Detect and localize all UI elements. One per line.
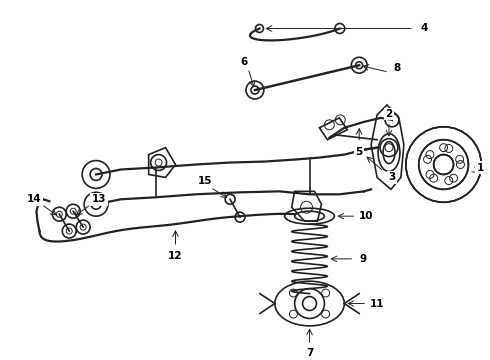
- Text: 8: 8: [393, 63, 400, 73]
- Text: 12: 12: [168, 251, 183, 261]
- Text: 2: 2: [385, 109, 392, 119]
- Text: 13: 13: [92, 194, 106, 204]
- Text: 3: 3: [389, 172, 395, 183]
- Text: 5: 5: [356, 147, 363, 157]
- Text: 10: 10: [359, 211, 373, 221]
- Text: 6: 6: [241, 57, 247, 67]
- Text: 9: 9: [360, 254, 367, 264]
- Text: 4: 4: [420, 23, 427, 33]
- Text: 14: 14: [27, 194, 42, 204]
- Text: 7: 7: [306, 348, 313, 358]
- Text: 1: 1: [477, 162, 484, 172]
- Text: 11: 11: [370, 298, 384, 309]
- Text: 15: 15: [198, 176, 213, 186]
